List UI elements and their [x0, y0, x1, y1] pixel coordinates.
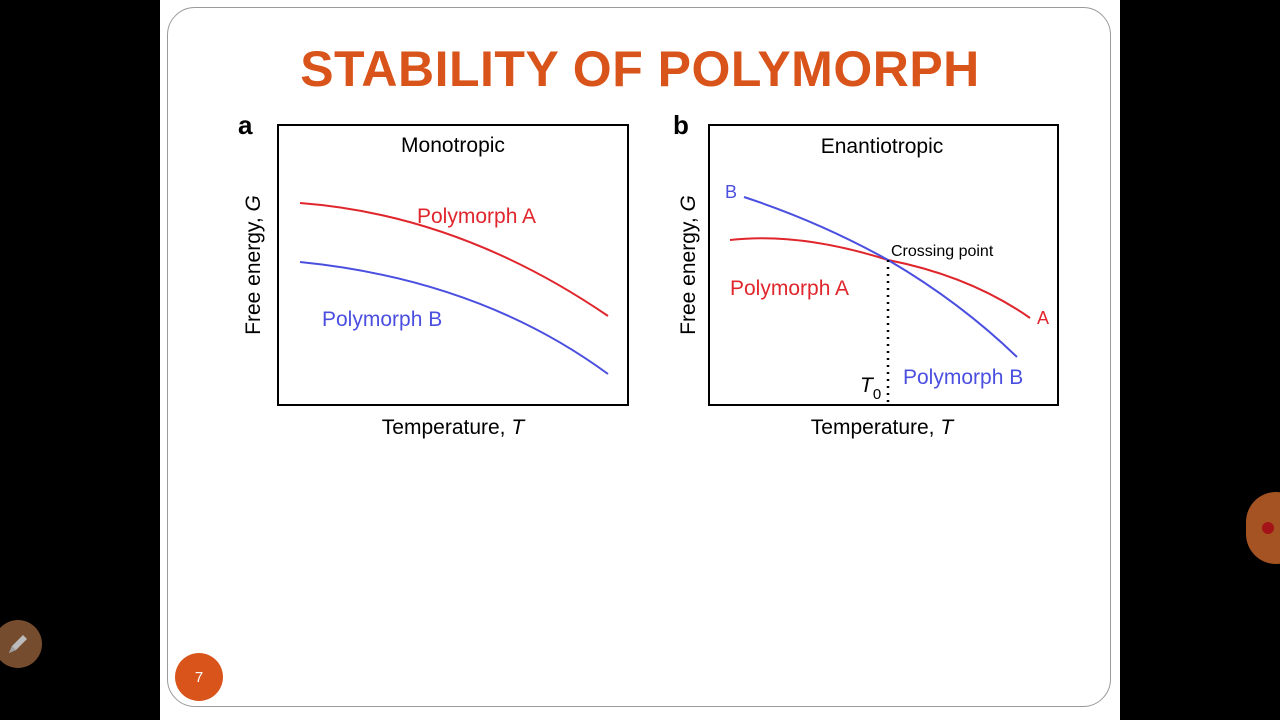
record-icon: [1262, 522, 1274, 534]
panel-b-crossing-label: Crossing point: [891, 243, 994, 260]
panel-a-xlabel: Temperature, T: [382, 416, 527, 439]
pen-icon: [9, 635, 27, 653]
panel-b-end-label-a: A: [1037, 308, 1049, 328]
panel-a-ylabel: Free energy, G: [242, 195, 265, 335]
panel-a-curve-a: [299, 202, 609, 317]
panel-b-title: Enantiotropic: [821, 135, 944, 158]
page-number-badge: 7: [175, 653, 223, 701]
slide-title: STABILITY OF POLYMORPH: [300, 41, 980, 97]
panel-a-frame: [277, 124, 629, 406]
pen-tool-button[interactable]: [0, 620, 42, 668]
panel-b-ylabel: Free energy, G: [677, 195, 700, 335]
record-button[interactable]: [1246, 492, 1280, 564]
panel-b-label-a: Polymorph A: [730, 277, 849, 300]
panel-b-label-b: Polymorph B: [903, 366, 1023, 389]
panel-b-end-label-b: B: [725, 182, 737, 202]
panel-a-label-b: Polymorph B: [322, 308, 442, 331]
panel-b-t0-label: T0: [860, 374, 881, 403]
polymorph-figure: a Monotropic Free energy, G Temperature,…: [238, 110, 1059, 439]
panel-a-letter: a: [238, 110, 253, 140]
panel-b-xlabel: Temperature, T: [811, 416, 956, 439]
panel-a-curve-b: [299, 261, 609, 375]
panel-b-frame: [708, 124, 1059, 406]
slide: STABILITY OF POLYMORPH a Monotropic Free…: [160, 0, 1120, 720]
panel-a-label-a: Polymorph A: [417, 205, 536, 228]
panel-b-letter: b: [673, 110, 689, 140]
slide-border: [167, 7, 1111, 707]
panel-a-title: Monotropic: [401, 134, 505, 157]
